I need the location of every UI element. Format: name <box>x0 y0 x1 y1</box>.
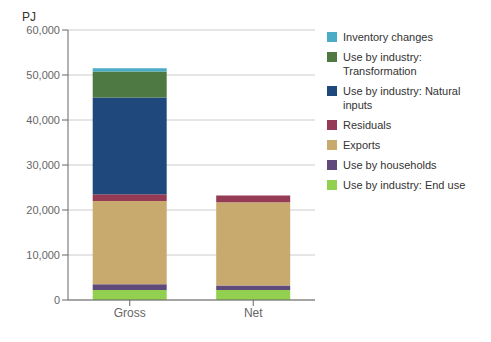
svg-text:Net: Net <box>244 306 263 320</box>
html-text:Use by industry: Transformatio: Use by industry: Transformation <box>343 51 422 77</box>
svg-text:60,000: 60,000 <box>26 24 60 36</box>
svg-text:40,000: 40,000 <box>26 114 60 126</box>
svg-text:30,000: 30,000 <box>26 159 60 171</box>
svg-text:10,000: 10,000 <box>26 249 60 261</box>
html-text:Use by households: Use by households <box>343 159 437 171</box>
html-text:PJ: PJ <box>22 10 36 24</box>
svg-text:50,000: 50,000 <box>26 69 60 81</box>
html-text:Use by industry: Natural input: Use by industry: Natural inputs <box>343 85 461 111</box>
svg-text:Gross: Gross <box>114 306 146 320</box>
svg-text:0: 0 <box>54 294 60 306</box>
html-text:Residuals: Residuals <box>343 119 392 131</box>
html-text:Inventory changes: Inventory changes <box>343 31 433 43</box>
html-text:Use by industry: End use: Use by industry: End use <box>343 179 466 191</box>
html-text:Exports: Exports <box>343 139 381 151</box>
svg-text:20,000: 20,000 <box>26 204 60 216</box>
